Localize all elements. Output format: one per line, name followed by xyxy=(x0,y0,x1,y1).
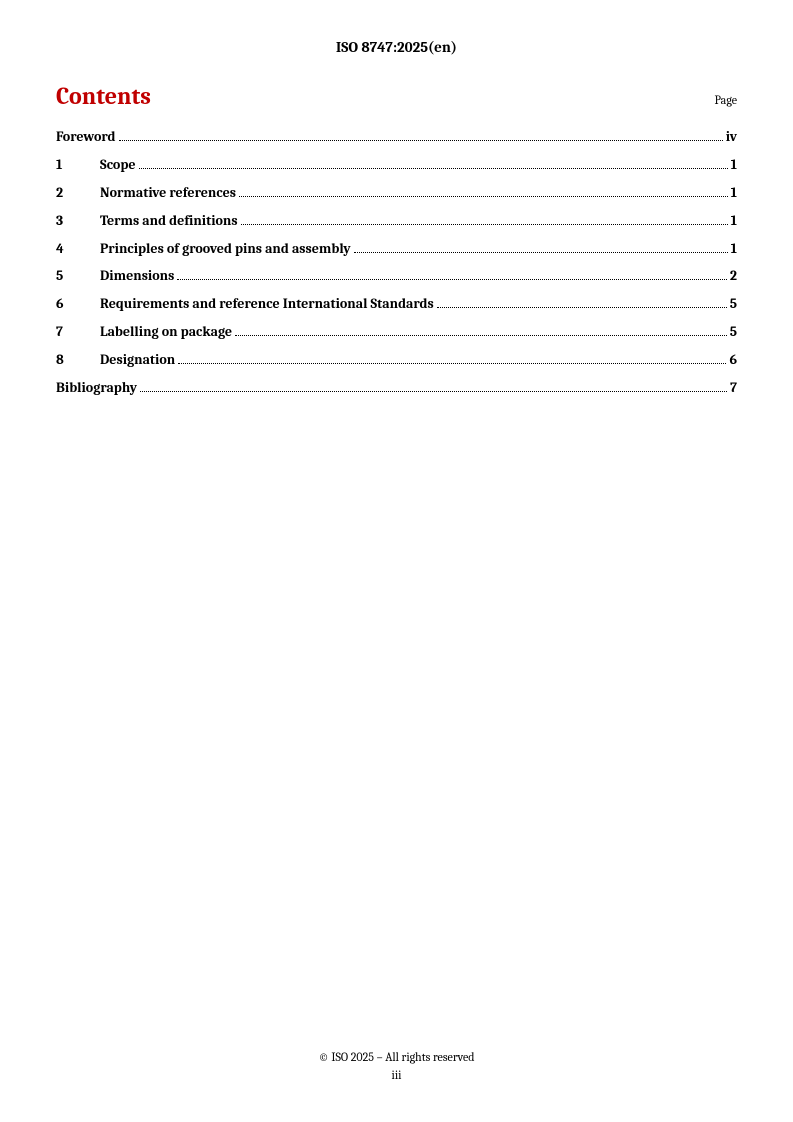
copyright-line: © ISO 2025 – All rights reserved xyxy=(0,1048,793,1066)
toc-leader-dots xyxy=(437,297,727,308)
toc-entry-page: 2 xyxy=(730,267,737,286)
toc-leader-dots xyxy=(241,213,728,224)
toc-entry-number: 6 xyxy=(56,295,100,314)
toc-row: 2Normative references 1 xyxy=(56,184,737,203)
toc-entry-title: Labelling on package xyxy=(100,323,232,342)
toc-entry-page: 6 xyxy=(729,351,737,370)
toc-entry-number: 3 xyxy=(56,212,100,231)
toc-entry-number: 1 xyxy=(56,156,100,175)
toc-entry-page: 1 xyxy=(731,212,737,231)
toc-row: 1Scope1 xyxy=(56,156,737,175)
toc-row: 6Requirements and reference Internationa… xyxy=(56,295,737,314)
toc-entry-page: 7 xyxy=(730,379,737,398)
toc-entry-number: 2 xyxy=(56,184,100,203)
document-id: ISO 8747:2025(en) xyxy=(56,38,737,56)
toc-leader-dots xyxy=(239,186,728,197)
toc-entry-title: Terms and definitions xyxy=(100,212,238,231)
contents-heading: Contents xyxy=(56,82,151,110)
toc-entry-title: Designation xyxy=(100,351,175,370)
toc-entry-title: Principles of grooved pins and assembly xyxy=(100,240,351,259)
toc-row: Foreword iv xyxy=(56,128,737,147)
toc-row: 5Dimensions 2 xyxy=(56,267,737,286)
toc-entry-title: Foreword xyxy=(56,128,116,147)
toc-row: Bibliography 7 xyxy=(56,379,737,398)
toc-row: 8Designation 6 xyxy=(56,351,737,370)
page-column-label: Page xyxy=(715,93,737,107)
toc-entry-number: 8 xyxy=(56,351,100,370)
toc-entry-page: 5 xyxy=(730,323,737,342)
toc-row: 7Labelling on package 5 xyxy=(56,323,737,342)
contents-header-row: Contents Page xyxy=(56,82,737,110)
toc-leader-dots xyxy=(177,269,727,280)
toc-entry-page: iv xyxy=(726,128,737,147)
toc-entry-number: 4 xyxy=(56,240,100,259)
toc-entry-page: 1 xyxy=(731,156,737,175)
toc-entry-page: 1 xyxy=(731,184,737,203)
toc-entry-page: 5 xyxy=(730,295,737,314)
toc-leader-dots xyxy=(354,241,728,252)
toc-entry-title: Requirements and reference International… xyxy=(100,295,434,314)
page-footer: © ISO 2025 – All rights reserved iii xyxy=(0,1048,793,1084)
toc-entry-page: 1 xyxy=(731,240,737,259)
toc-entry-number: 7 xyxy=(56,323,100,342)
toc-entry-title: Scope xyxy=(100,156,136,175)
toc-leader-dots xyxy=(139,158,728,169)
table-of-contents: Forewordiv1Scope12Normative references13… xyxy=(56,128,737,398)
toc-entry-number: 5 xyxy=(56,267,100,286)
toc-entry-title: Normative references xyxy=(100,184,236,203)
toc-row: 4Principles of grooved pins and assembly… xyxy=(56,240,737,259)
toc-leader-dots xyxy=(140,381,727,392)
toc-leader-dots xyxy=(178,353,726,364)
toc-leader-dots xyxy=(119,130,723,141)
page-number: iii xyxy=(0,1066,793,1084)
toc-entry-title: Dimensions xyxy=(100,267,174,286)
toc-entry-title: Bibliography xyxy=(56,379,137,398)
toc-leader-dots xyxy=(235,325,727,336)
toc-row: 3Terms and definitions 1 xyxy=(56,212,737,231)
